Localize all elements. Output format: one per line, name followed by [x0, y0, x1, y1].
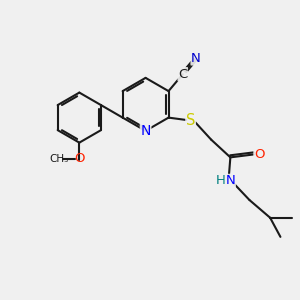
Text: N: N: [191, 52, 201, 65]
Text: O: O: [254, 148, 265, 161]
Text: CH₃: CH₃: [49, 154, 68, 164]
Text: H: H: [216, 174, 226, 188]
Text: N: N: [226, 174, 235, 188]
Text: C: C: [178, 68, 188, 81]
Text: O: O: [74, 152, 85, 165]
Text: S: S: [186, 113, 195, 128]
Text: N: N: [140, 124, 151, 138]
